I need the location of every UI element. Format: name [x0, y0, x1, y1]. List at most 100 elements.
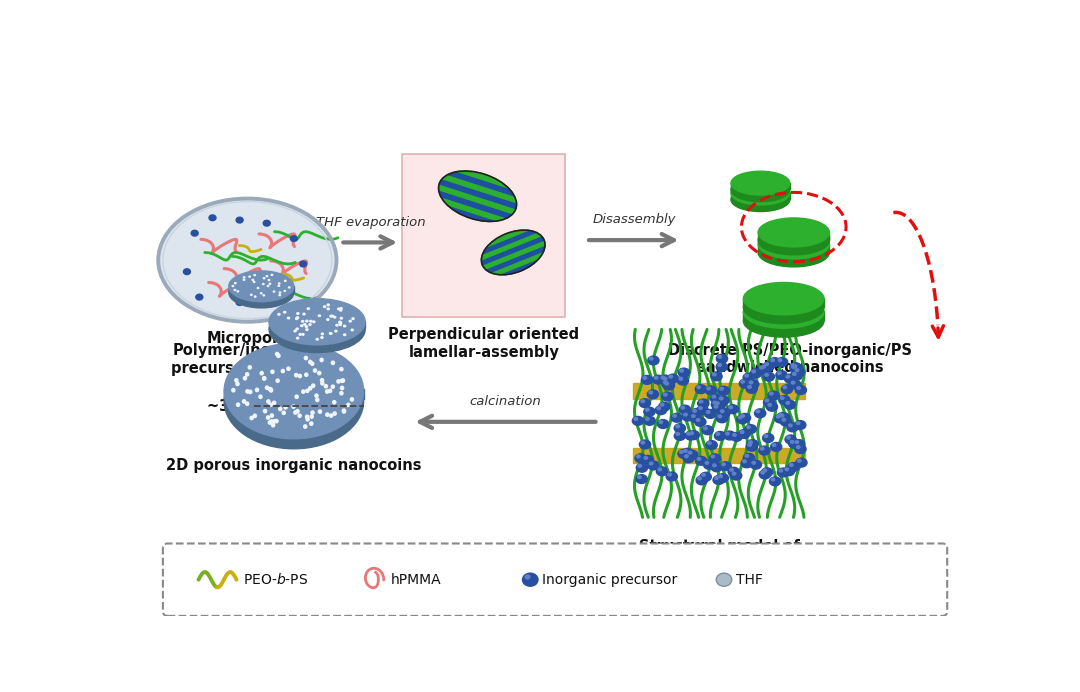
- Ellipse shape: [324, 306, 326, 307]
- Ellipse shape: [306, 389, 309, 392]
- Ellipse shape: [642, 400, 645, 403]
- Ellipse shape: [349, 320, 351, 322]
- Ellipse shape: [319, 410, 322, 413]
- Ellipse shape: [731, 432, 742, 441]
- Ellipse shape: [741, 459, 753, 468]
- Ellipse shape: [327, 319, 329, 320]
- Text: PEO-$b$-PS: PEO-$b$-PS: [243, 572, 308, 588]
- Ellipse shape: [770, 392, 773, 395]
- Ellipse shape: [248, 276, 251, 277]
- Ellipse shape: [697, 419, 700, 421]
- Ellipse shape: [758, 218, 829, 247]
- Ellipse shape: [309, 324, 311, 325]
- Ellipse shape: [698, 477, 701, 480]
- Ellipse shape: [713, 401, 716, 404]
- Ellipse shape: [195, 294, 203, 300]
- Ellipse shape: [339, 324, 341, 325]
- Ellipse shape: [225, 354, 364, 449]
- Ellipse shape: [351, 329, 353, 331]
- Ellipse shape: [716, 354, 728, 363]
- Polygon shape: [487, 230, 528, 247]
- Ellipse shape: [343, 325, 346, 327]
- Ellipse shape: [301, 320, 303, 322]
- Text: Disassembly: Disassembly: [592, 213, 676, 226]
- Ellipse shape: [781, 415, 784, 417]
- Ellipse shape: [242, 400, 245, 403]
- Polygon shape: [448, 172, 514, 196]
- Ellipse shape: [679, 377, 683, 380]
- Ellipse shape: [731, 188, 789, 212]
- Ellipse shape: [309, 361, 312, 363]
- Polygon shape: [633, 448, 806, 464]
- Ellipse shape: [656, 406, 666, 415]
- Ellipse shape: [727, 405, 739, 414]
- Ellipse shape: [750, 381, 753, 384]
- Ellipse shape: [752, 462, 755, 464]
- Ellipse shape: [238, 291, 239, 292]
- Ellipse shape: [279, 408, 282, 410]
- Ellipse shape: [702, 426, 713, 435]
- Ellipse shape: [340, 367, 343, 371]
- Ellipse shape: [743, 304, 824, 337]
- Polygon shape: [758, 244, 829, 252]
- Polygon shape: [269, 320, 365, 328]
- Ellipse shape: [305, 373, 308, 376]
- Ellipse shape: [295, 395, 298, 399]
- Ellipse shape: [296, 410, 299, 413]
- Ellipse shape: [797, 459, 801, 462]
- Ellipse shape: [748, 441, 752, 444]
- Ellipse shape: [336, 325, 338, 326]
- Ellipse shape: [795, 385, 807, 394]
- Ellipse shape: [706, 441, 717, 450]
- Ellipse shape: [758, 365, 769, 374]
- Ellipse shape: [339, 322, 341, 323]
- Ellipse shape: [523, 573, 538, 586]
- Ellipse shape: [706, 410, 710, 413]
- Ellipse shape: [341, 379, 345, 382]
- Ellipse shape: [741, 381, 744, 383]
- Text: calcination: calcination: [470, 395, 541, 408]
- Ellipse shape: [759, 446, 770, 455]
- Ellipse shape: [268, 388, 271, 391]
- Ellipse shape: [697, 476, 707, 485]
- Text: THF: THF: [737, 573, 764, 587]
- Ellipse shape: [264, 220, 270, 226]
- Ellipse shape: [746, 442, 757, 451]
- Ellipse shape: [297, 337, 299, 339]
- Ellipse shape: [751, 460, 761, 469]
- Polygon shape: [499, 258, 539, 275]
- Ellipse shape: [306, 329, 308, 331]
- Ellipse shape: [696, 456, 706, 465]
- Ellipse shape: [319, 315, 321, 316]
- Ellipse shape: [699, 407, 702, 410]
- Ellipse shape: [634, 417, 637, 420]
- Ellipse shape: [256, 388, 258, 392]
- Ellipse shape: [284, 280, 286, 282]
- Ellipse shape: [718, 363, 721, 366]
- Ellipse shape: [696, 385, 706, 394]
- Ellipse shape: [687, 450, 698, 459]
- Ellipse shape: [266, 275, 268, 277]
- Ellipse shape: [786, 436, 791, 439]
- Ellipse shape: [741, 430, 744, 433]
- Ellipse shape: [794, 367, 805, 376]
- Ellipse shape: [785, 435, 796, 444]
- Ellipse shape: [272, 401, 275, 405]
- Polygon shape: [743, 311, 824, 320]
- Ellipse shape: [330, 316, 333, 317]
- Ellipse shape: [683, 454, 694, 462]
- Ellipse shape: [761, 468, 772, 477]
- Ellipse shape: [783, 467, 795, 475]
- Ellipse shape: [718, 386, 729, 395]
- Ellipse shape: [669, 375, 673, 378]
- Ellipse shape: [235, 382, 239, 385]
- Ellipse shape: [743, 460, 746, 463]
- Ellipse shape: [718, 356, 721, 358]
- Text: Perpendicular oriented
lamellar-assembly: Perpendicular oriented lamellar-assembly: [388, 327, 579, 360]
- Ellipse shape: [299, 334, 301, 335]
- Ellipse shape: [643, 376, 647, 379]
- Ellipse shape: [680, 370, 684, 372]
- Ellipse shape: [270, 389, 272, 392]
- Ellipse shape: [276, 354, 280, 358]
- Ellipse shape: [340, 386, 343, 390]
